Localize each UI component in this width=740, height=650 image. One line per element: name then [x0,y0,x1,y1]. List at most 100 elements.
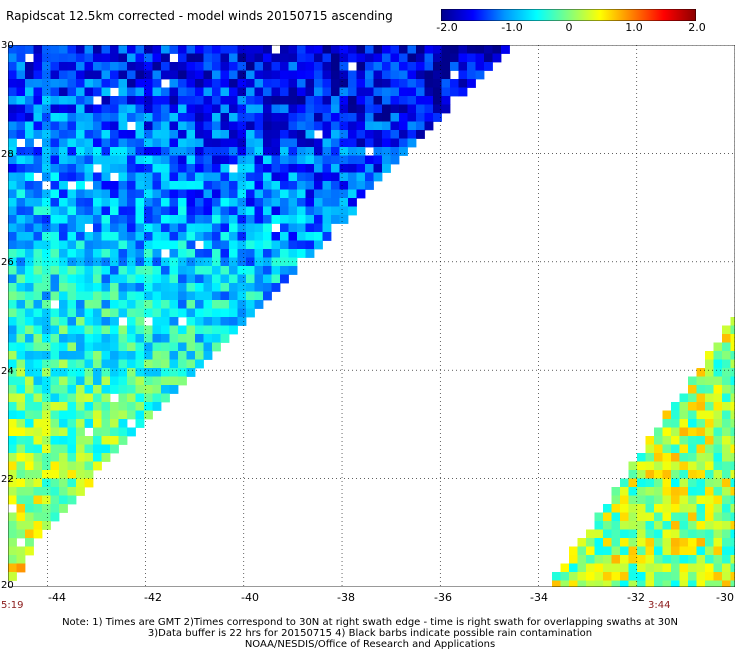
wind-cell [93,351,102,360]
wind-cell [25,113,34,122]
wind-cell [118,164,128,173]
wind-cell [33,266,43,275]
wind-cell [59,138,68,148]
wind-cell [178,240,187,250]
wind-cell [42,368,51,377]
wind-cell [42,461,51,471]
wind-cell [424,45,434,54]
wind-cell [169,147,179,156]
wind-cell [696,376,706,386]
wind-cell [144,223,153,233]
wind-cell [50,444,60,454]
wind-cell [178,376,187,386]
wind-cell [220,147,230,156]
wind-cell [67,121,77,131]
wind-cell [399,62,408,71]
wind-cell [288,147,298,156]
wind-cell [730,538,735,547]
wind-cell [654,470,663,479]
wind-cell [16,393,26,403]
wind-cell [50,419,60,428]
wind-cell [730,342,735,352]
wind-cell [305,198,315,207]
wind-cell [322,223,332,233]
wind-cell [33,79,43,88]
wind-cell [348,181,357,190]
wind-cell [144,385,153,394]
wind-cell [407,121,417,131]
wind-cell [416,104,425,114]
wind-cell [93,189,102,199]
wind-cell [118,266,128,275]
wind-cell [254,172,264,182]
wind-cell [552,580,561,587]
wind-cell [118,215,128,224]
wind-cell [331,70,340,80]
wind-cell [67,215,77,224]
wind-cell [441,79,451,88]
wind-cell [713,427,723,437]
wind-cell [76,172,85,182]
wind-cell [237,257,247,267]
wind-cell [25,121,34,131]
wind-cell [33,334,43,343]
wind-cell [84,266,94,275]
wind-cell [382,62,391,71]
wind-cell [169,96,179,105]
wind-cell [25,164,34,173]
wind-cell [203,308,213,318]
wind-cell [203,96,213,105]
wind-cell [110,113,119,122]
wind-cell [76,181,85,190]
wind-cell [203,206,213,216]
wind-cell [93,206,102,216]
wind-cell [50,368,60,377]
wind-cell [654,538,663,547]
wind-cell [178,164,187,173]
wind-cell [271,274,281,284]
wind-cell [263,215,272,224]
wind-cell [76,291,85,301]
wind-cell [144,62,153,71]
wind-cell [688,402,697,411]
wind-cell [161,359,170,369]
wind-cell [314,70,323,80]
wind-cell [696,427,706,437]
wind-cell [93,172,102,182]
wind-cell [127,87,136,97]
wind-cell [331,62,340,71]
wind-cell [42,334,51,343]
wind-cell [297,164,306,173]
colorbar-tick-label: 2.0 [688,21,706,34]
wind-cell [433,104,442,114]
wind-cell [67,232,77,241]
wind-cell [84,232,94,241]
wind-cell [212,104,221,114]
wind-cell [186,283,196,292]
wind-cell [8,291,17,301]
wind-cell [8,351,17,360]
wind-cell [93,70,102,80]
wind-cell [84,317,94,326]
wind-cell [356,113,366,122]
wind-cell [42,317,51,326]
wind-cell [16,70,26,80]
wind-cell [50,189,60,199]
wind-cell [161,257,170,267]
wind-cell [186,62,196,71]
wind-cell [42,376,51,386]
wind-cell [237,138,247,148]
wind-cell [67,223,77,233]
wind-cell [297,189,306,199]
wind-cell [688,410,697,420]
wind-cell [101,385,111,394]
wind-cell [118,147,128,156]
wind-cell [59,402,68,411]
wind-cell [178,113,187,122]
wind-cell [713,342,723,352]
wind-cell [220,232,230,241]
wind-cell [637,538,646,547]
wind-cell [229,62,238,71]
wind-cell [127,266,136,275]
wind-cell [577,580,587,587]
